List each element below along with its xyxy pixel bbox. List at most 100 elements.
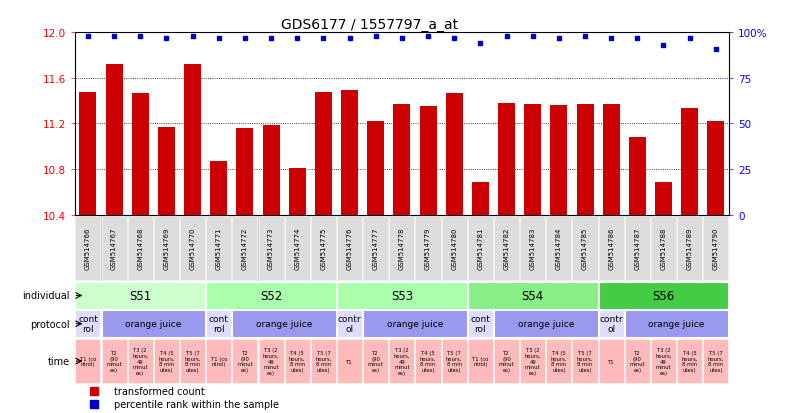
Bar: [468, 282, 597, 309]
Text: T5 (7
hours,
8 min
utes): T5 (7 hours, 8 min utes): [708, 350, 724, 373]
Text: orange juice: orange juice: [649, 319, 704, 328]
Bar: [703, 217, 728, 280]
Bar: [337, 282, 466, 309]
Bar: [337, 311, 362, 337]
Bar: [468, 339, 493, 384]
Text: S53: S53: [391, 289, 413, 302]
Text: orange juice: orange juice: [125, 319, 181, 328]
Bar: [629, 138, 646, 215]
Text: GSM514777: GSM514777: [373, 227, 379, 270]
Text: GSM514782: GSM514782: [504, 228, 510, 270]
Text: GSM514771: GSM514771: [216, 227, 221, 270]
Bar: [599, 282, 728, 309]
Text: T3 (2
hours,
49
minut
es): T3 (2 hours, 49 minut es): [394, 347, 410, 375]
Bar: [341, 91, 358, 215]
Bar: [441, 339, 466, 384]
Bar: [128, 339, 153, 384]
Text: contr
ol: contr ol: [600, 314, 623, 334]
Bar: [677, 339, 702, 384]
Bar: [625, 311, 728, 337]
Bar: [232, 311, 336, 337]
Bar: [446, 93, 463, 215]
Bar: [206, 217, 232, 280]
Bar: [546, 339, 571, 384]
Bar: [468, 311, 493, 337]
Text: GSM514779: GSM514779: [425, 227, 431, 270]
Bar: [180, 217, 205, 280]
Bar: [708, 122, 724, 215]
Bar: [625, 339, 650, 384]
Text: GSM514774: GSM514774: [294, 228, 300, 270]
Text: T5 (7
hours,
8 min
utes): T5 (7 hours, 8 min utes): [577, 350, 593, 373]
Text: T1 (co
ntrol): T1 (co ntrol): [210, 356, 227, 367]
Text: T2
(90
minut
es): T2 (90 minut es): [499, 350, 515, 373]
Bar: [258, 217, 284, 280]
Bar: [415, 339, 440, 384]
Bar: [284, 339, 310, 384]
Bar: [154, 217, 179, 280]
Bar: [102, 339, 127, 384]
Bar: [393, 105, 411, 215]
Bar: [180, 339, 205, 384]
Text: cont
rol: cont rol: [209, 314, 229, 334]
Bar: [236, 129, 254, 215]
Bar: [681, 108, 698, 215]
Bar: [232, 339, 258, 384]
Text: GSM514773: GSM514773: [268, 227, 274, 270]
Bar: [572, 339, 597, 384]
Text: T4 (5
hours,
8 min
utes): T4 (5 hours, 8 min utes): [420, 350, 437, 373]
Text: T3 (2
hours,
49
minut
es): T3 (2 hours, 49 minut es): [656, 347, 671, 375]
Text: GSM514770: GSM514770: [190, 227, 195, 270]
Text: cont
rol: cont rol: [470, 314, 490, 334]
Bar: [258, 339, 284, 384]
Text: T4 (5
hours,
8 min
utes): T4 (5 hours, 8 min utes): [289, 350, 306, 373]
Text: T3 (2
hours,
49
minut
es): T3 (2 hours, 49 minut es): [263, 347, 279, 375]
Text: orange juice: orange juice: [387, 319, 443, 328]
Bar: [262, 125, 280, 215]
Bar: [498, 104, 515, 215]
Bar: [599, 311, 624, 337]
Bar: [599, 339, 624, 384]
Text: cont
rol: cont rol: [78, 314, 98, 334]
Text: T1: T1: [346, 359, 353, 364]
Bar: [284, 217, 310, 280]
Bar: [577, 105, 593, 215]
Bar: [288, 169, 306, 215]
Text: GSM514786: GSM514786: [608, 227, 614, 270]
Text: GSM514789: GSM514789: [686, 227, 693, 270]
Bar: [158, 128, 175, 215]
Text: GSM514788: GSM514788: [660, 227, 667, 270]
Text: individual: individual: [22, 291, 69, 301]
Text: T4 (5
hours,
8 min
utes): T4 (5 hours, 8 min utes): [682, 350, 698, 373]
Text: T1 (co
ntrol): T1 (co ntrol): [80, 356, 96, 367]
Text: S54: S54: [522, 289, 544, 302]
Text: T2
(90
minut
es): T2 (90 minut es): [106, 350, 122, 373]
Bar: [310, 217, 336, 280]
Bar: [210, 162, 227, 215]
Bar: [625, 217, 650, 280]
Bar: [520, 217, 545, 280]
Bar: [363, 339, 388, 384]
Bar: [494, 339, 519, 384]
Bar: [415, 217, 440, 280]
Text: GSM514781: GSM514781: [478, 227, 483, 270]
Text: T5 (7
hours,
8 min
utes): T5 (7 hours, 8 min utes): [446, 350, 463, 373]
Title: GDS6177 / 1557797_a_at: GDS6177 / 1557797_a_at: [281, 18, 458, 32]
Bar: [441, 217, 466, 280]
Bar: [494, 217, 519, 280]
Text: GSM514790: GSM514790: [713, 227, 719, 270]
Bar: [472, 182, 489, 215]
Text: GSM514778: GSM514778: [399, 227, 405, 270]
Text: T3 (2
hours,
49
minut
es): T3 (2 hours, 49 minut es): [525, 347, 541, 375]
Bar: [367, 122, 385, 215]
Bar: [206, 282, 336, 309]
Bar: [128, 217, 153, 280]
Text: T2
(90
minut
es): T2 (90 minut es): [368, 350, 384, 373]
Text: S56: S56: [652, 289, 675, 302]
Text: GSM514772: GSM514772: [242, 228, 248, 270]
Bar: [337, 339, 362, 384]
Bar: [102, 217, 127, 280]
Bar: [599, 217, 624, 280]
Text: GSM514776: GSM514776: [347, 227, 352, 270]
Text: GSM514766: GSM514766: [85, 227, 91, 270]
